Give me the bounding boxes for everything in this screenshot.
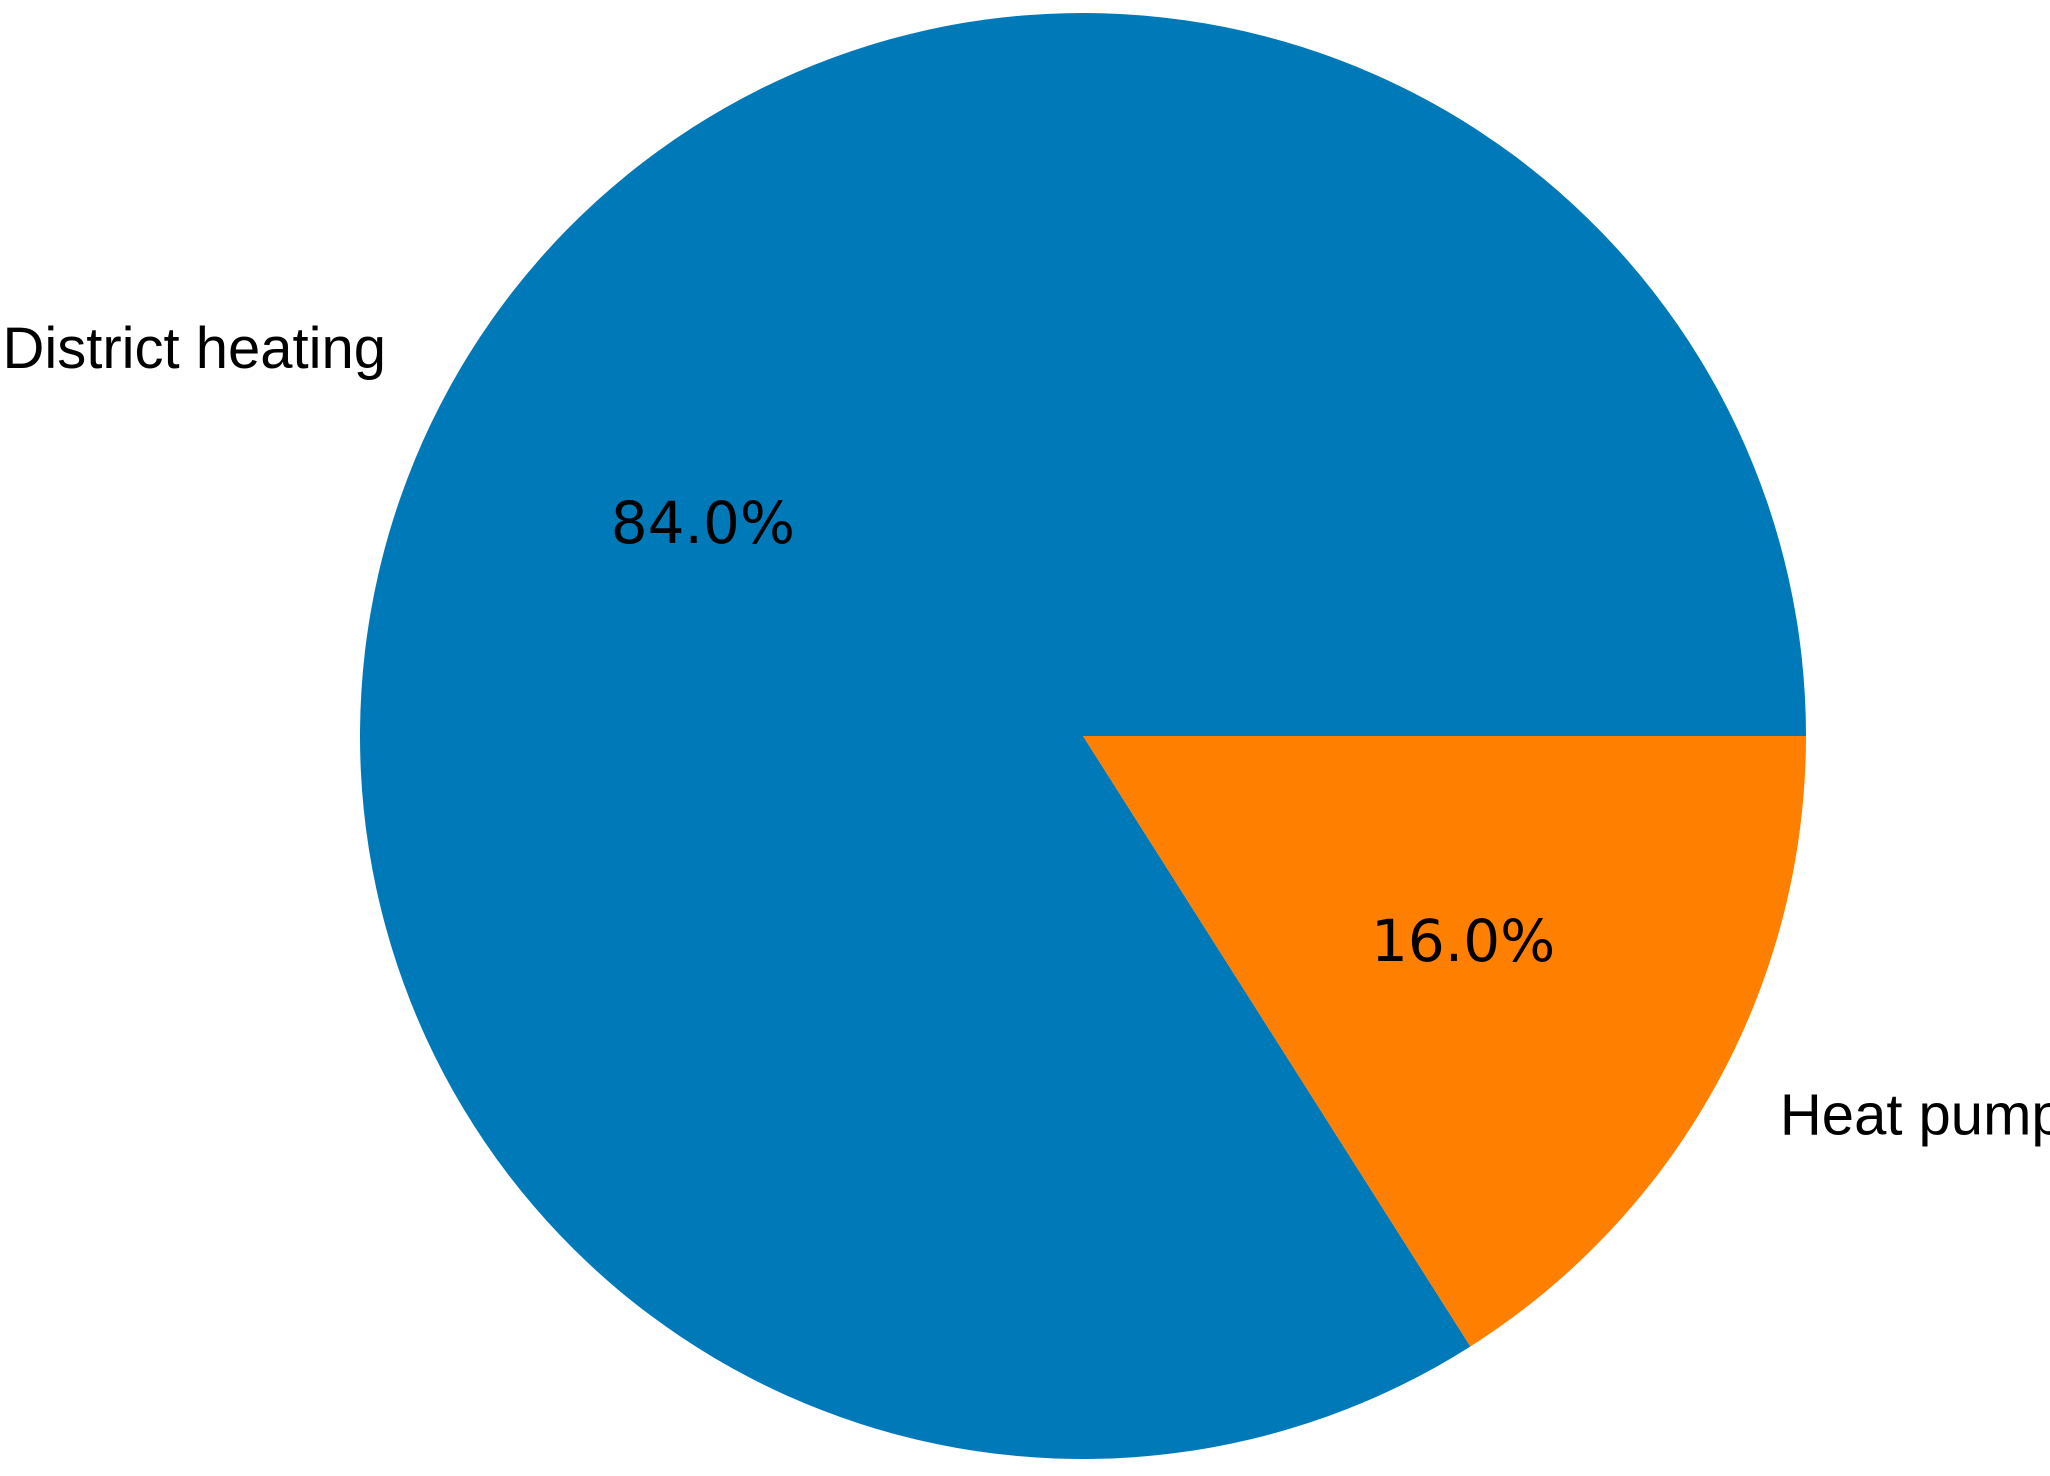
pie-slice [1083,736,1806,1347]
value-label: 16.0% [1371,907,1555,975]
pie-slice [359,13,1807,1460]
slice-label: District heating [2,316,386,381]
value-label: 84.0% [611,489,795,557]
slice-label: Heat pump [1780,1082,2050,1147]
